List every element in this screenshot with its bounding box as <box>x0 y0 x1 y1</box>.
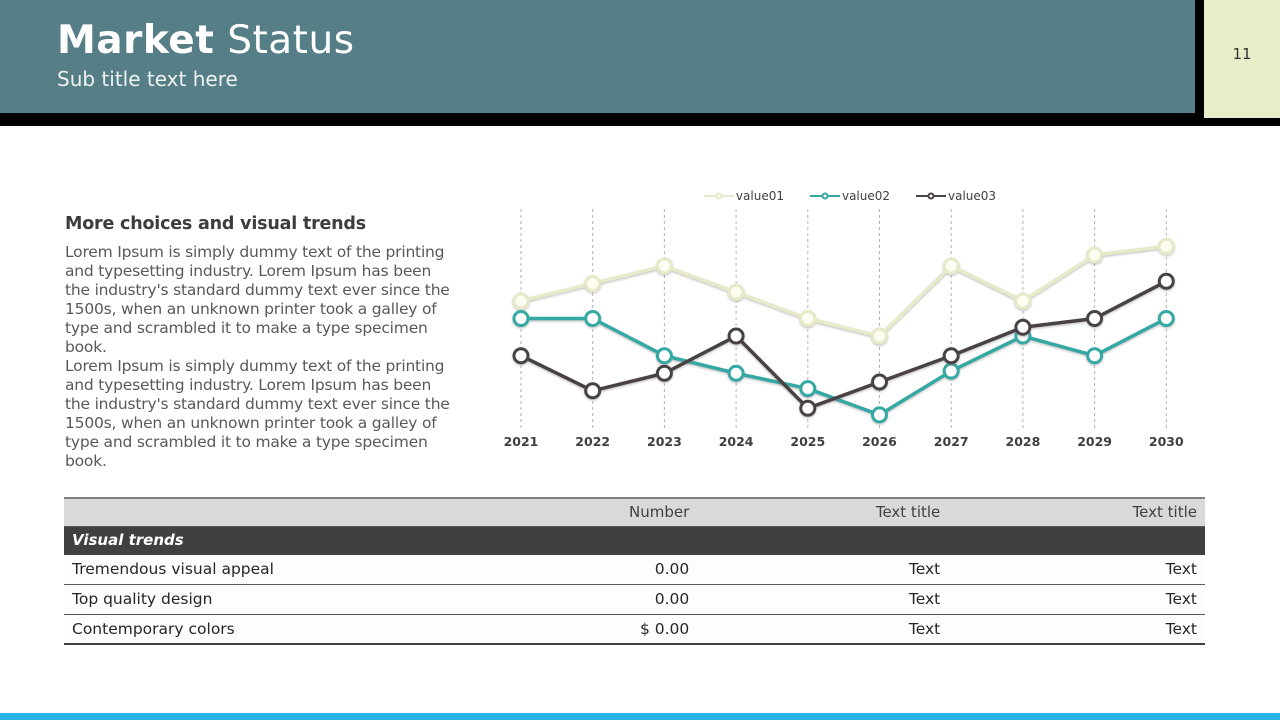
series-value01 <box>512 237 1175 345</box>
body-paragraph-2: Lorem Ipsum is simply dummy text of the … <box>65 357 450 470</box>
legend-item: value03 <box>916 189 996 203</box>
footer-accent-bar <box>0 713 1280 720</box>
x-axis-label: 2030 <box>1149 434 1184 449</box>
data-point-marker <box>1157 272 1175 290</box>
data-point-marker <box>655 347 673 365</box>
table-section-label: Visual trends <box>64 525 1205 555</box>
page-title-rest: Status <box>214 18 355 63</box>
table-header: Number Text title Text title <box>64 497 1205 526</box>
table-cell: Tremendous visual appeal <box>64 553 555 584</box>
legend-marker-icon <box>809 192 840 200</box>
data-point-marker <box>584 274 602 292</box>
table-cell: Text <box>697 583 949 614</box>
x-axis-label: 2028 <box>1006 434 1041 449</box>
data-point-marker <box>512 347 530 365</box>
series-line <box>520 244 1167 338</box>
legend-marker-icon <box>703 192 734 200</box>
data-point-marker <box>655 364 673 382</box>
data-point-marker <box>584 310 602 327</box>
x-axis-label: 2025 <box>790 434 825 449</box>
page-title: Market Status <box>57 18 1195 64</box>
table-row: Tremendous visual appeal 0.00 Text Text <box>64 553 1205 584</box>
legend-label: value01 <box>735 189 784 203</box>
table-column-header <box>64 497 555 526</box>
table-cell: Text <box>948 613 1205 645</box>
table-column-header: Text title <box>697 497 949 526</box>
data-point-marker <box>584 382 602 400</box>
data-point-marker <box>799 399 817 417</box>
data-point-marker <box>942 362 960 380</box>
page-number-box: 11 <box>1204 0 1280 118</box>
table-cell: Text <box>948 553 1205 584</box>
data-point-marker <box>799 310 817 327</box>
series-line <box>521 316 1168 417</box>
series-line <box>520 279 1168 411</box>
data-point-marker <box>1086 310 1104 327</box>
data-point-marker <box>1086 347 1104 365</box>
body-paragraph-1: Lorem Ipsum is simply dummy text of the … <box>65 243 450 356</box>
table-cell: Top quality design <box>64 583 555 614</box>
x-axis-label: 2026 <box>862 434 897 449</box>
data-point-marker <box>727 283 745 301</box>
series-value02 <box>512 310 1175 424</box>
page-subtitle: Sub title text here <box>57 67 238 91</box>
x-axis-label: 2024 <box>719 434 754 449</box>
line-chart: value01 value02 value03 2021 2022 2023 2024 20… <box>497 188 1203 460</box>
table-cell: Text <box>697 553 949 584</box>
data-point-marker <box>1086 246 1104 264</box>
data-point-marker <box>1157 237 1175 255</box>
page-number: 11 <box>1232 45 1252 63</box>
data-point-marker <box>871 373 888 391</box>
table-column-header: Text title <box>948 497 1205 526</box>
legend-item: value01 <box>703 189 784 203</box>
data-point-marker <box>942 347 960 365</box>
legend-label: value02 <box>841 189 891 203</box>
chart-plot-area: 2021 2022 2023 2024 2025 2026 2027 2028 2029 2030 <box>504 209 1184 449</box>
x-axis-label: 2022 <box>575 434 610 449</box>
table-cell: Contemporary colors <box>64 613 555 645</box>
x-axis-label: 2021 <box>504 434 539 449</box>
data-point-marker <box>1014 318 1032 336</box>
data-point-marker <box>512 292 530 310</box>
data-point-marker <box>655 257 673 275</box>
legend-item: value02 <box>809 189 891 203</box>
header-title-band: Market Status Sub title text here <box>0 0 1195 113</box>
data-point-marker <box>1157 310 1175 327</box>
data-point-marker <box>1014 292 1032 310</box>
data-point-marker <box>871 406 888 424</box>
x-axis-label: 2029 <box>1077 434 1112 449</box>
text-block: More choices and visual trends Lorem Ips… <box>65 214 459 471</box>
data-point-marker <box>942 257 960 275</box>
data-point-marker <box>799 380 817 398</box>
x-axis-label: 2023 <box>647 434 682 449</box>
table-cell: Text <box>948 583 1205 614</box>
page-title-bold: Market <box>57 18 215 63</box>
table-cell: $ 0.00 <box>554 613 698 645</box>
legend-label: value03 <box>948 189 997 203</box>
x-axis-label: 2027 <box>934 434 969 449</box>
header: Market Status Sub title text here 11 <box>0 0 1280 126</box>
chart-legend: value01 value02 value03 <box>497 188 1203 204</box>
table-cell: 0.00 <box>554 583 698 614</box>
data-table: Number Text title Text title Visual trends… <box>64 497 1205 645</box>
table-section-row: Visual trends <box>64 525 1205 555</box>
data-point-marker <box>512 310 530 327</box>
table-cell: Text <box>697 613 949 645</box>
table-column-header: Number <box>554 497 698 526</box>
data-point-marker <box>727 327 745 345</box>
legend-marker-icon <box>916 192 947 200</box>
data-point-marker <box>871 327 888 345</box>
table-row: Top quality design 0.00 Text Text <box>64 583 1205 614</box>
table-cell: 0.00 <box>554 553 698 584</box>
table-row: Contemporary colors $ 0.00 Text Text <box>64 613 1205 645</box>
section-heading: More choices and visual trends <box>65 214 366 234</box>
series-value03 <box>512 272 1175 417</box>
data-point-marker <box>727 364 745 382</box>
